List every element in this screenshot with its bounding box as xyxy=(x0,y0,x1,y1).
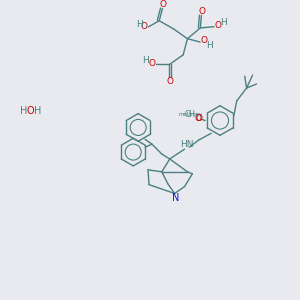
Text: O: O xyxy=(200,36,208,45)
Text: O: O xyxy=(214,21,221,30)
Text: H: H xyxy=(220,18,227,27)
Text: H: H xyxy=(207,40,213,50)
Text: CH₃: CH₃ xyxy=(184,110,199,119)
Text: H: H xyxy=(20,106,28,116)
Text: O: O xyxy=(27,106,34,116)
Text: O: O xyxy=(141,22,148,32)
Text: O: O xyxy=(195,114,202,123)
Text: N: N xyxy=(172,194,179,203)
Text: O: O xyxy=(196,114,203,123)
Text: H: H xyxy=(136,20,143,28)
Text: O: O xyxy=(148,59,155,68)
Text: H: H xyxy=(142,56,148,65)
Text: O: O xyxy=(160,0,167,9)
Text: H: H xyxy=(34,106,41,116)
Text: O: O xyxy=(199,7,206,16)
Text: O: O xyxy=(167,76,174,85)
Text: HN: HN xyxy=(180,140,193,149)
Text: methoxy: methoxy xyxy=(178,112,202,117)
